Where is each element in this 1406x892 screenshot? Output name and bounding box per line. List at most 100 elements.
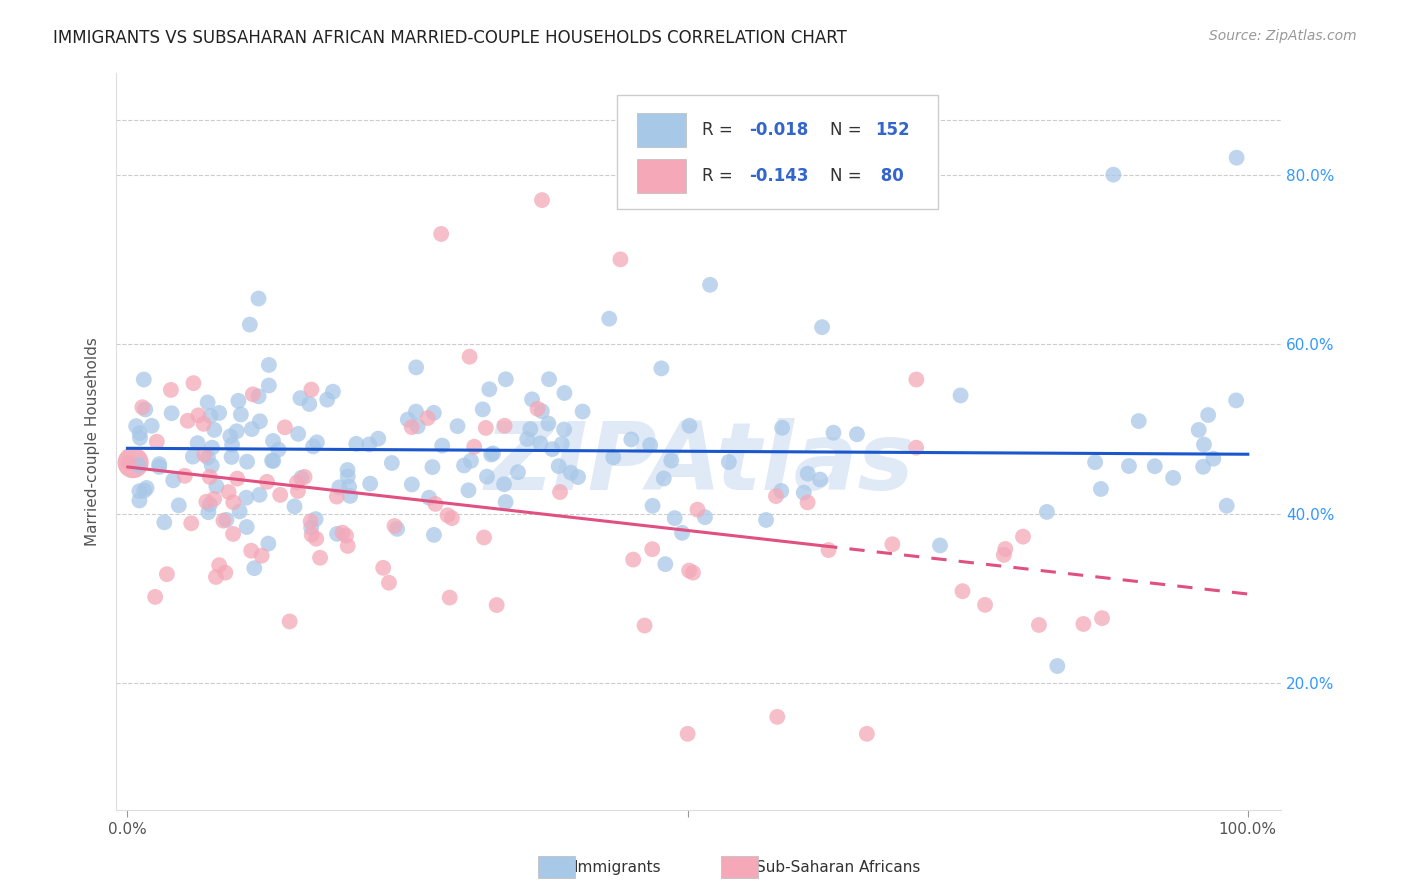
Point <box>187 409 209 423</box>
Point <box>262 453 284 467</box>
Point <box>304 512 326 526</box>
Point <box>537 417 560 431</box>
Point <box>193 448 215 462</box>
Point <box>249 488 271 502</box>
Point <box>856 727 879 741</box>
Point <box>453 458 475 473</box>
Point <box>177 414 200 428</box>
Point <box>128 493 150 508</box>
Point <box>529 436 551 450</box>
Point <box>793 485 815 500</box>
Point <box>205 570 228 584</box>
Point <box>482 446 505 460</box>
Point <box>664 511 686 525</box>
Point <box>256 475 278 489</box>
Point <box>905 372 928 386</box>
Point <box>882 537 904 551</box>
Text: N =: N = <box>831 167 868 186</box>
Point <box>225 424 247 438</box>
Point <box>240 422 263 436</box>
Point <box>187 436 209 450</box>
Text: -0.018: -0.018 <box>749 120 808 139</box>
Point <box>242 387 264 401</box>
Point <box>336 463 359 477</box>
Point <box>401 420 423 434</box>
Point <box>929 538 952 552</box>
Point <box>198 470 221 484</box>
Point <box>641 542 664 557</box>
Point <box>1226 151 1249 165</box>
Point <box>396 412 419 426</box>
Point <box>153 516 176 530</box>
Point <box>676 727 699 741</box>
Point <box>598 311 620 326</box>
Point <box>547 459 569 474</box>
Point <box>1036 505 1059 519</box>
Point <box>128 425 150 440</box>
Point <box>425 497 447 511</box>
Point <box>817 543 839 558</box>
Point <box>299 383 322 397</box>
Point <box>974 598 997 612</box>
Point <box>671 525 693 540</box>
Point <box>257 378 280 392</box>
Point <box>200 409 222 423</box>
Point <box>359 437 381 451</box>
Point <box>274 420 297 434</box>
Point <box>506 465 529 479</box>
Point <box>146 434 169 449</box>
Point <box>638 438 661 452</box>
Point <box>1143 459 1166 474</box>
Point <box>553 386 575 401</box>
Point <box>385 522 408 536</box>
Point <box>222 527 245 541</box>
Point <box>212 514 235 528</box>
Point <box>602 450 624 465</box>
Point <box>381 456 404 470</box>
Point <box>846 427 869 442</box>
Point <box>952 584 974 599</box>
Point <box>262 454 284 468</box>
Point <box>180 516 202 531</box>
FancyBboxPatch shape <box>637 112 686 146</box>
Point <box>495 372 517 386</box>
Point <box>406 419 429 434</box>
Point <box>401 477 423 491</box>
Point <box>122 456 145 470</box>
FancyBboxPatch shape <box>617 95 938 210</box>
Point <box>222 495 245 509</box>
Point <box>202 423 225 437</box>
FancyBboxPatch shape <box>637 159 686 194</box>
Point <box>285 475 308 490</box>
Point <box>620 433 643 447</box>
Point <box>221 438 243 452</box>
Point <box>1090 482 1112 496</box>
Point <box>197 450 219 465</box>
Point <box>520 392 543 407</box>
Point <box>326 490 349 504</box>
Point <box>472 531 495 545</box>
Point <box>1161 471 1184 485</box>
Text: R =: R = <box>703 167 738 186</box>
Point <box>257 358 280 372</box>
Point <box>458 350 481 364</box>
Point <box>336 539 359 553</box>
Point <box>416 411 439 425</box>
Point <box>430 227 453 241</box>
Point <box>699 277 721 292</box>
Point <box>905 441 928 455</box>
Point <box>1084 455 1107 469</box>
Point <box>460 454 482 468</box>
Point <box>678 418 700 433</box>
Point <box>247 292 270 306</box>
Point <box>659 453 682 467</box>
Point <box>257 536 280 550</box>
Point <box>337 480 360 494</box>
Point <box>141 418 163 433</box>
Point <box>218 485 240 500</box>
Point <box>215 513 238 527</box>
Point <box>405 404 427 418</box>
Point <box>287 426 309 441</box>
Point <box>305 532 328 546</box>
Point <box>128 484 150 499</box>
